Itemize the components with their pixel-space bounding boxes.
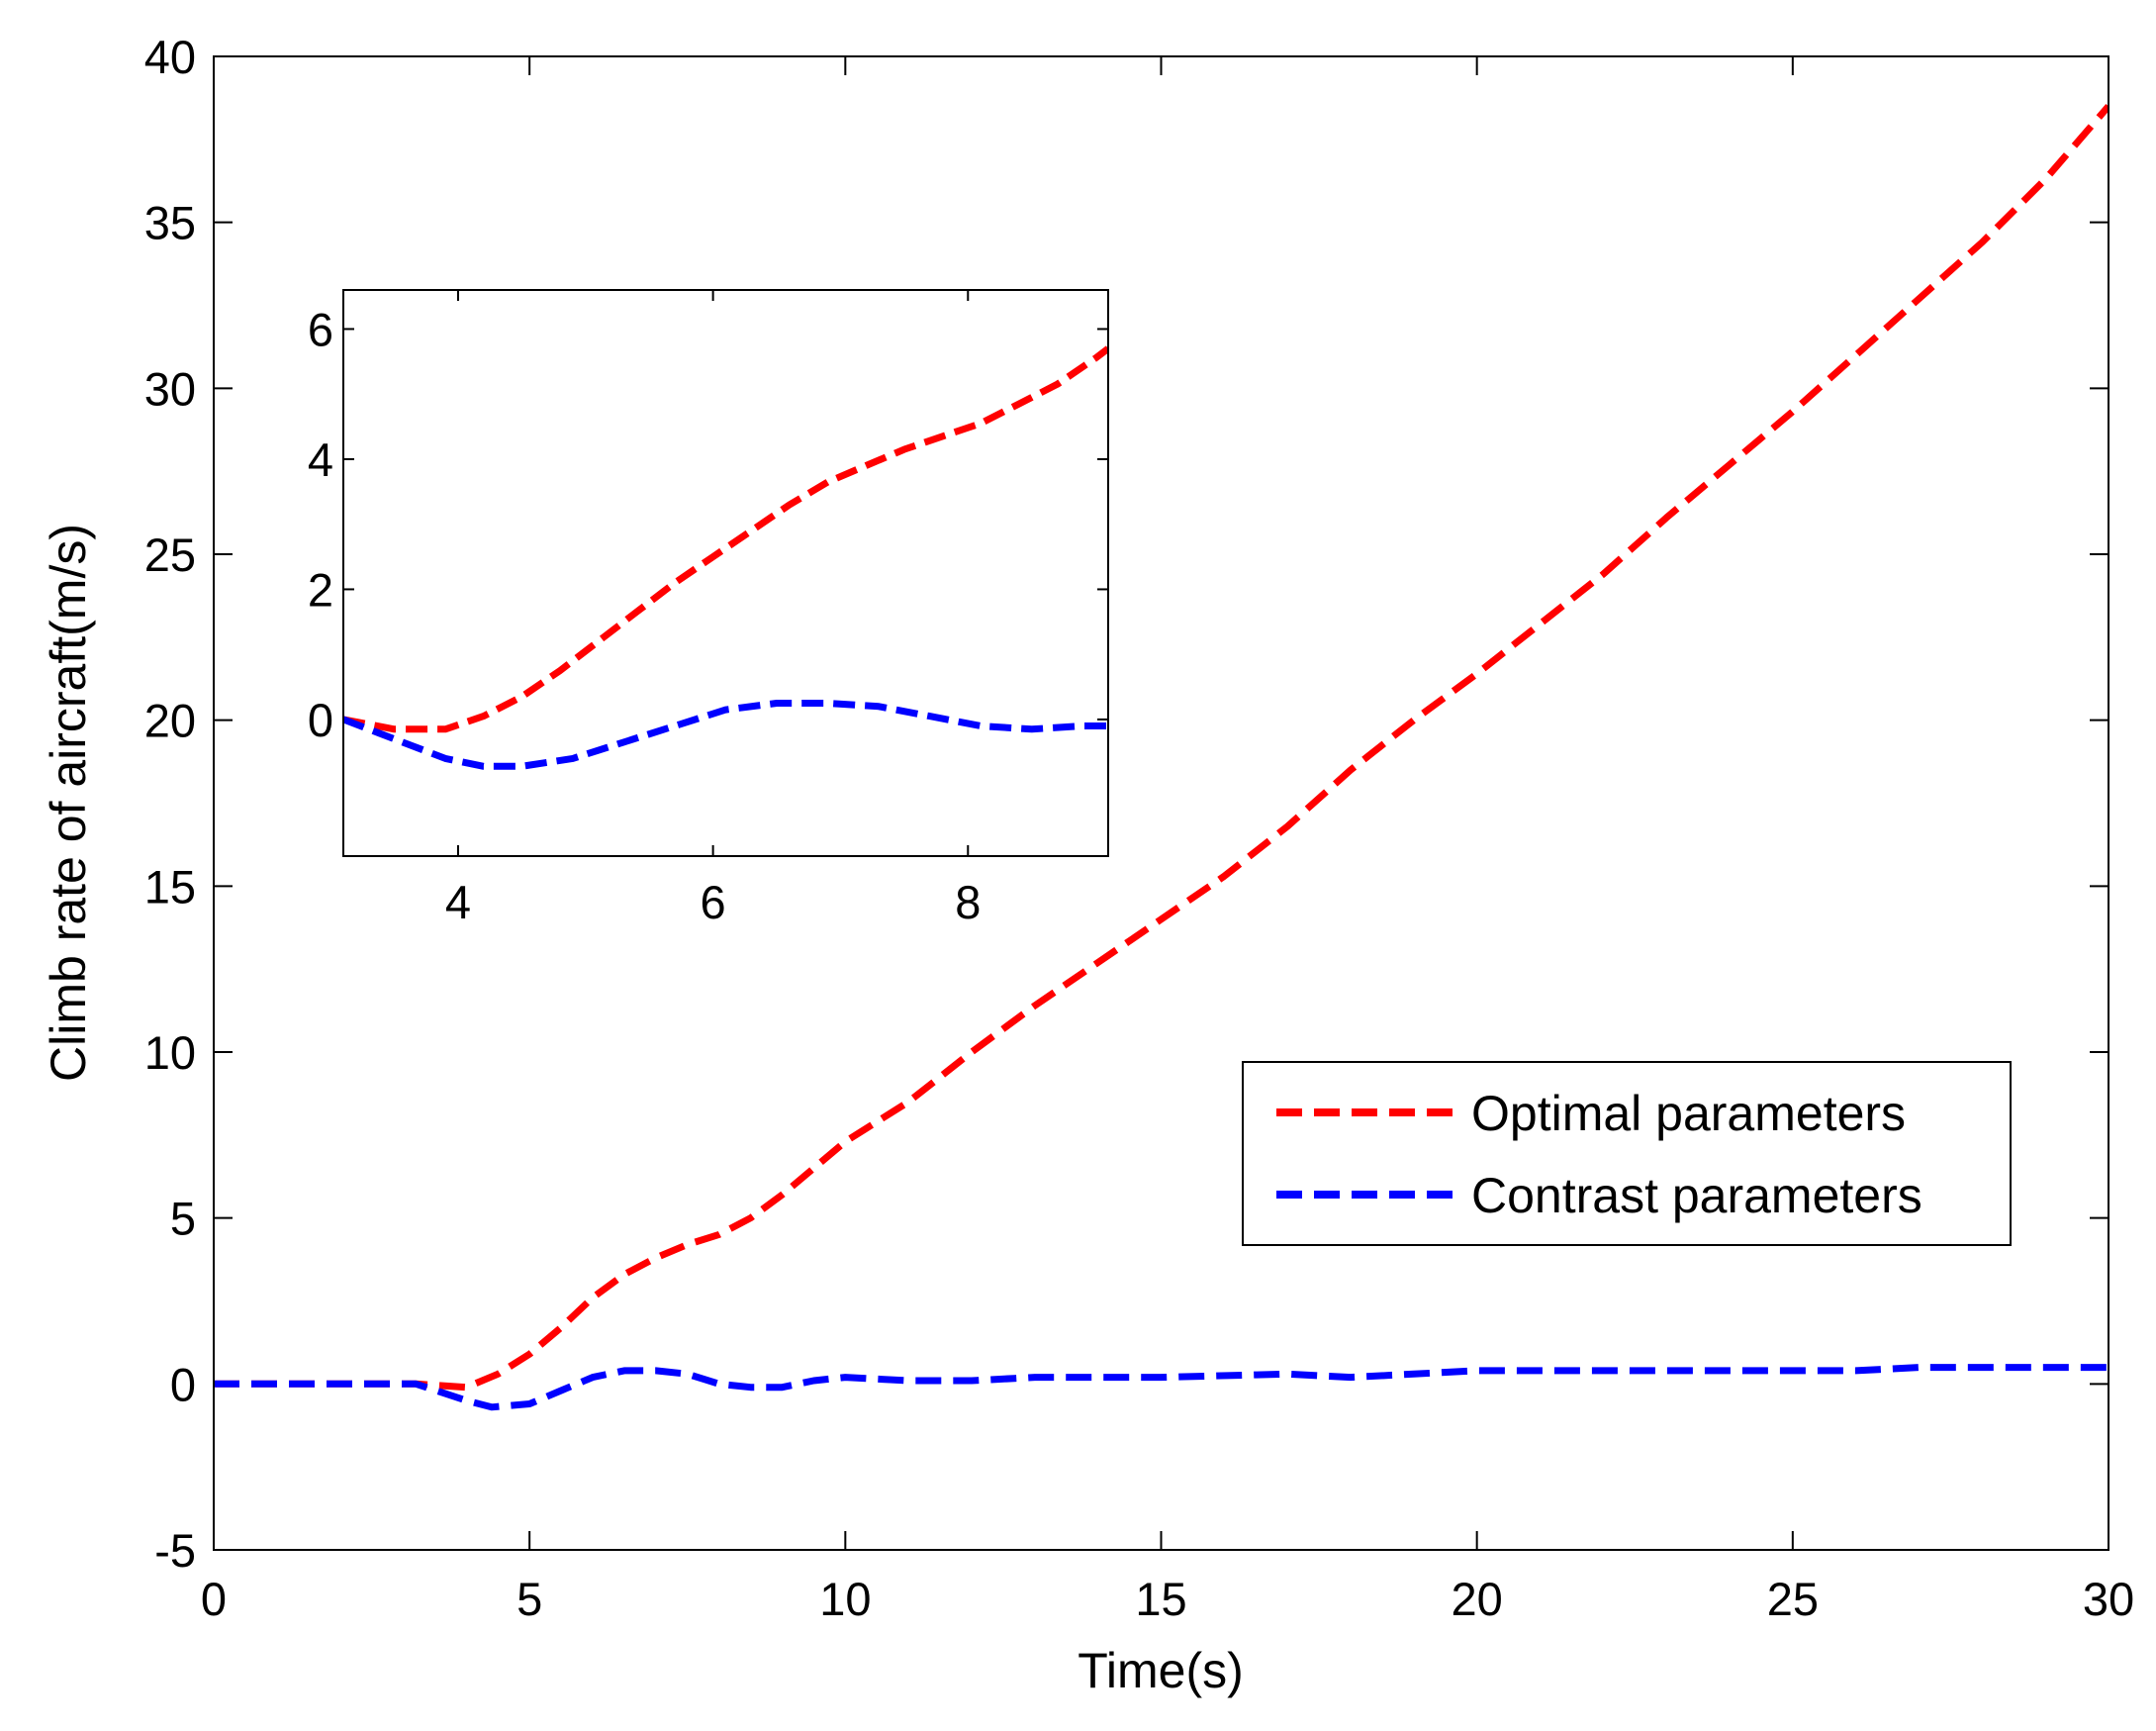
main-x-tick-label: 15: [1135, 1573, 1186, 1625]
main-y-tick-label: 0: [170, 1358, 196, 1410]
inset-y-tick-label: 0: [308, 694, 333, 746]
inset-background: [343, 290, 1108, 856]
main-x-tick-label: 5: [516, 1573, 542, 1625]
main-y-tick-label: 35: [144, 197, 196, 249]
main-x-tick-label: 25: [1767, 1573, 1819, 1625]
inset-plot-series: [343, 345, 1108, 770]
main-y-tick-label: 40: [144, 31, 196, 83]
main-x-tick-label: 10: [819, 1573, 871, 1625]
main-series-line-optimal: [214, 104, 2109, 1392]
main-y-tick-label: -5: [154, 1524, 196, 1577]
main-x-tick-label: 30: [2083, 1573, 2134, 1625]
main-series-line-contrast: [214, 1364, 2109, 1411]
y-axis-title: Climb rate of aircraft(m/s): [41, 524, 96, 1082]
inset-axis-ticks: 4 6 8 0 2 4 6: [308, 290, 1108, 928]
legend-box: [1242, 1061, 2012, 1246]
legend: Optimal parameters Contrast parameters: [1242, 1061, 2012, 1246]
inset-y-tick-label: 4: [308, 433, 333, 486]
main-y-tick-label: 15: [144, 860, 196, 913]
inset-y-tick-label: 2: [308, 563, 333, 616]
main-plot-frame: [213, 55, 2109, 1551]
inset-x-tick-label: 4: [445, 876, 471, 928]
inset-y-tick-label: 6: [308, 303, 333, 355]
x-axis-title: Time(s): [1078, 1643, 1244, 1698]
main-y-tick-label: 30: [144, 362, 196, 415]
main-x-tick-label: 20: [1452, 1573, 1503, 1625]
legend-label-contrast: Contrast parameters: [1471, 1168, 1922, 1223]
main-y-tick-label: 25: [144, 529, 196, 581]
main-y-tick-label: 20: [144, 695, 196, 747]
main-y-tick-label: 10: [144, 1026, 196, 1079]
inset-x-tick-label: 8: [955, 876, 981, 928]
inset-x-tick-label: 6: [701, 876, 726, 928]
inset-series-line-contrast: [343, 700, 1108, 770]
inset-plot-frame: [342, 289, 1109, 857]
main-plot-series: [214, 104, 2109, 1411]
legend-label-optimal: Optimal parameters: [1471, 1086, 1906, 1141]
main-y-tick-label: 5: [170, 1193, 196, 1245]
main-x-tick-label: 0: [201, 1573, 227, 1625]
